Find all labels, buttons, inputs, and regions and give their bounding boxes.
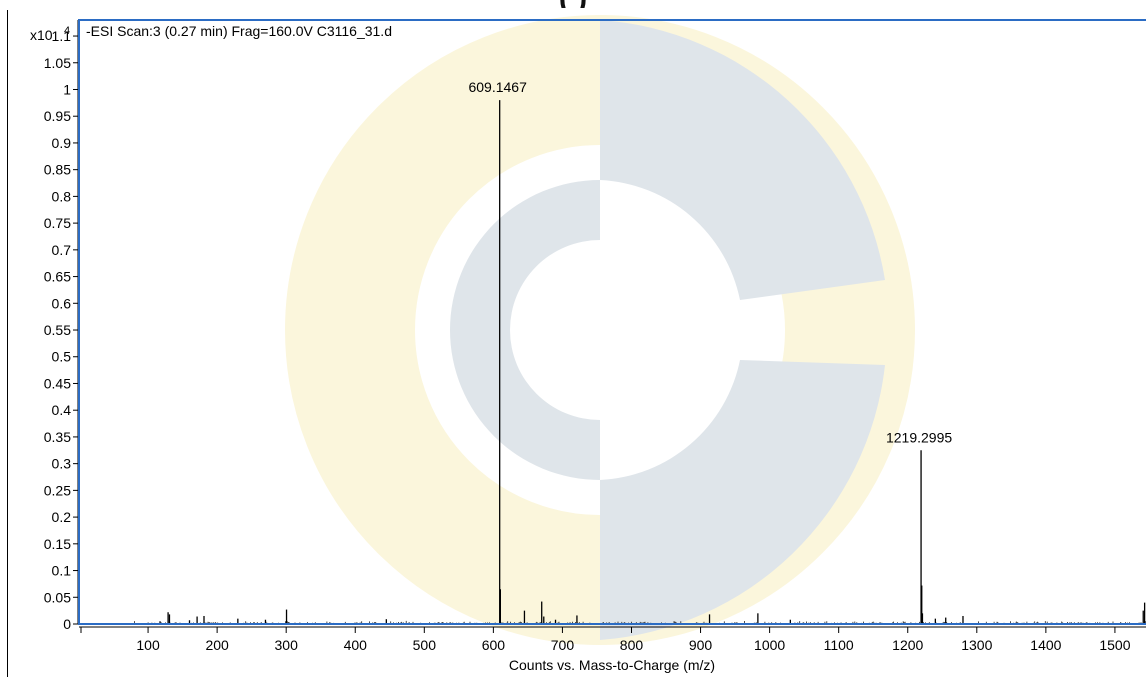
y-tick-label: 1 xyxy=(63,81,71,97)
x-tick-label: 900 xyxy=(689,637,713,653)
chart-title: -ESI Scan:3 (0.27 min) Frag=160.0V C3116… xyxy=(86,23,392,39)
watermark-logo xyxy=(285,15,915,645)
y-tick-label: 0.05 xyxy=(44,589,71,605)
left-border xyxy=(7,10,8,677)
x-tick-label: 400 xyxy=(344,637,368,653)
watermark-arc-top xyxy=(600,20,885,300)
y-tick-label: 0.4 xyxy=(52,402,72,418)
y-tick-label: 0.85 xyxy=(44,162,71,178)
x-tick-label: 200 xyxy=(205,637,229,653)
watermark-inner-arc xyxy=(450,180,600,480)
y-tick-label: 0.55 xyxy=(44,322,71,338)
spectrum-peaks: 609.1467 1219.2995 xyxy=(167,79,1146,624)
x-tick-label: 500 xyxy=(413,637,437,653)
y-tick-label: 1.05 xyxy=(44,55,71,71)
x-tick-label: 1500 xyxy=(1099,637,1130,653)
x-tick-label: 100 xyxy=(136,637,160,653)
peak-label: 1219.2995 xyxy=(886,429,952,445)
x-axis-label: Counts vs. Mass-to-Charge (m/z) xyxy=(509,657,715,673)
x-tick-label: 700 xyxy=(551,637,575,653)
page-title: ( ) xyxy=(0,0,1146,8)
y-tick-label: 0.8 xyxy=(52,188,72,204)
y-tick-label: 0.65 xyxy=(44,269,71,285)
y-tick-label: 0.45 xyxy=(44,375,71,391)
y-tick-label: 0.75 xyxy=(44,215,71,231)
y-tick-label: 0 xyxy=(63,616,71,632)
x-axis: 100 200 300 400 500 600 700 800 900 1000 1100 1200 1… xyxy=(79,626,1146,653)
y-tick-label: 0.2 xyxy=(52,509,72,525)
y-tick-label: 0.6 xyxy=(52,295,72,311)
y-tick-label: 0.35 xyxy=(44,429,71,445)
y-tick-label: 0.15 xyxy=(44,536,71,552)
y-tick-label: 0.1 xyxy=(52,563,72,579)
page-title-text: ( ) xyxy=(0,0,1146,8)
y-tick-label: 0.5 xyxy=(52,349,72,365)
plot-frame xyxy=(78,19,1146,625)
peak-label: 609.1467 xyxy=(468,79,527,95)
y-tick-label: 0.25 xyxy=(44,482,71,498)
y-tick-label: 0.9 xyxy=(52,135,72,151)
x-tick-label: 800 xyxy=(620,637,644,653)
x-tick-label: 300 xyxy=(275,637,299,653)
y-tick-label: 0.7 xyxy=(52,242,72,258)
x-tick-label: 1300 xyxy=(961,637,992,653)
y-axis: 0 0.05 0.1 0.15 0.2 0.25 0.3 0.35 0.4 0.45 0.5 0.55… xyxy=(44,20,79,632)
y-tick-label: 0.95 xyxy=(44,108,71,124)
y-tick-label: 0.3 xyxy=(52,456,72,472)
x-tick-label: 1100 xyxy=(824,637,854,653)
x-tick-label: 1200 xyxy=(892,637,923,653)
x-tick-label: 1400 xyxy=(1030,637,1061,653)
watermark-arc-bottom xyxy=(600,360,885,640)
y-multiplier-exponent: 4 xyxy=(64,25,70,37)
x-tick-label: 600 xyxy=(482,637,506,653)
x-tick-label: 1000 xyxy=(754,637,785,653)
y-tick-label: 1.1 xyxy=(52,28,72,44)
y-multiplier-label: x10 xyxy=(30,27,53,43)
